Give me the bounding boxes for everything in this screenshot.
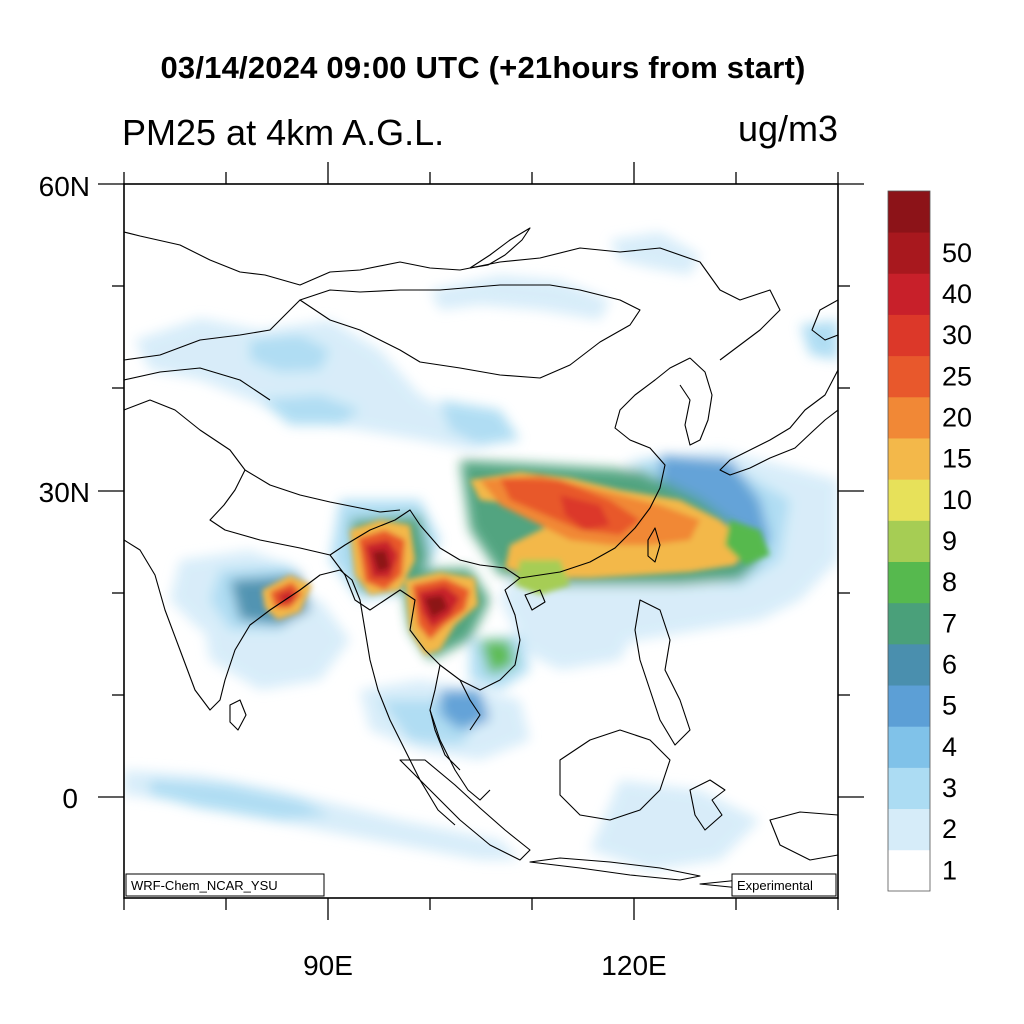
haze-mongolia xyxy=(430,275,610,320)
colorbar-box-2 xyxy=(888,767,930,810)
colorbar-label-25: 25 xyxy=(942,361,972,391)
new-guinea xyxy=(769,811,838,861)
taiwan xyxy=(647,527,661,563)
colorbar-label-2: 2 xyxy=(942,814,957,844)
status-label: Experimental xyxy=(737,878,813,893)
model-label: WRF-Chem_NCAR_YSU xyxy=(131,878,278,893)
colorbar-label-15: 15 xyxy=(942,444,972,474)
korea xyxy=(679,357,713,446)
indochina-coast xyxy=(424,577,521,691)
borneo xyxy=(559,729,671,821)
colorbar-frame xyxy=(887,190,931,892)
colorbar-box-14 xyxy=(888,273,930,315)
units-label: ug/m3 xyxy=(737,108,838,149)
colorbar-label-6: 6 xyxy=(942,650,957,680)
map-frame xyxy=(123,183,839,899)
colorbar-label-3: 3 xyxy=(942,773,957,803)
sri-lanka xyxy=(229,699,247,731)
russia-border xyxy=(124,231,781,361)
colorbar-box-3 xyxy=(888,726,930,768)
india-coast xyxy=(124,539,341,711)
colorbar-box-15 xyxy=(888,232,930,274)
axis-ticks xyxy=(98,162,864,920)
colorbar-box-9 xyxy=(888,479,930,521)
map-title: 03/14/2024 09:00 UTC (+21hours from star… xyxy=(160,50,806,85)
colorbar-box-4 xyxy=(888,685,930,727)
sumatra xyxy=(399,759,531,861)
lat-label-0: 0 xyxy=(62,783,78,814)
colorbar-label-40: 40 xyxy=(942,279,972,309)
colorbar-box-16 xyxy=(888,191,930,233)
hainan xyxy=(524,589,546,611)
colorbar-label-20: 20 xyxy=(942,403,972,433)
colorbar-box-1 xyxy=(888,808,930,851)
china-coast xyxy=(504,357,691,579)
lat-label-30n: 30N xyxy=(39,477,90,508)
colorbar-box-10 xyxy=(888,438,930,480)
lake-baikal xyxy=(469,227,531,269)
colorbar-label-5: 5 xyxy=(942,691,957,721)
colorbar-box-6 xyxy=(888,602,930,645)
lon-label-120e: 120E xyxy=(601,950,666,981)
colorbar-label-7: 7 xyxy=(942,608,957,638)
colorbar-label-9: 9 xyxy=(942,526,957,556)
colorbar: 1 2 3 4 5 6 7 8 9 10 15 20 25 30 40 50 xyxy=(887,190,972,892)
mongolia-border xyxy=(299,284,641,379)
pm25-field xyxy=(124,232,838,870)
malay-peninsula xyxy=(429,709,491,801)
model-label-box: WRF-Chem_NCAR_YSU xyxy=(125,873,325,897)
colorbar-label-8: 8 xyxy=(942,567,957,597)
java xyxy=(529,857,701,881)
sulawesi xyxy=(689,779,726,831)
colorbar-label-4: 4 xyxy=(942,732,957,762)
philippines xyxy=(634,599,691,746)
colorbar-box-12 xyxy=(888,355,930,398)
lon-label-90e: 90E xyxy=(303,950,353,981)
colorbar-box-7 xyxy=(888,561,930,604)
status-label-box: Experimental xyxy=(731,873,837,897)
haze-central-asia xyxy=(135,318,510,450)
haze-borneo xyxy=(590,780,760,870)
lat-label-60n: 60N xyxy=(39,171,90,202)
japan xyxy=(719,369,838,476)
colorbar-label-1: 1 xyxy=(942,855,957,885)
haze-south-china-sea xyxy=(520,590,640,670)
colorbar-box-13 xyxy=(888,314,930,357)
colorbar-box-0 xyxy=(888,849,930,892)
colorbar-box-5 xyxy=(888,643,930,686)
colorbar-label-10: 10 xyxy=(942,485,972,515)
colorbar-label-50: 50 xyxy=(942,238,972,268)
coastlines-borders xyxy=(124,227,838,889)
colorbar-box-8 xyxy=(888,520,930,562)
haze-northeast xyxy=(610,232,700,275)
variable-label: PM25 at 4km A.G.L. xyxy=(122,112,445,153)
colorbar-label-30: 30 xyxy=(942,320,972,350)
colorbar-box-11 xyxy=(888,396,930,439)
